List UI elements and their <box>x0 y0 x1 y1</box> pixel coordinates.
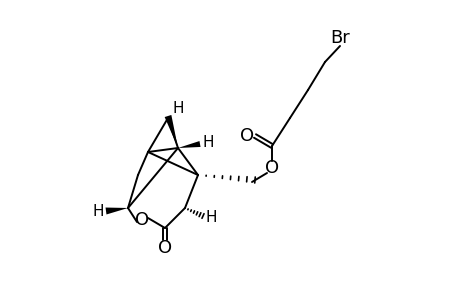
Text: O: O <box>240 127 253 145</box>
Polygon shape <box>164 115 178 148</box>
Text: H: H <box>172 100 183 116</box>
Text: H: H <box>92 205 104 220</box>
Polygon shape <box>105 208 128 214</box>
Text: H: H <box>205 211 216 226</box>
Text: O: O <box>134 211 149 229</box>
Text: O: O <box>157 239 172 257</box>
Text: O: O <box>264 159 279 177</box>
Polygon shape <box>178 141 200 148</box>
Text: Br: Br <box>330 29 349 47</box>
Text: H: H <box>202 134 213 149</box>
